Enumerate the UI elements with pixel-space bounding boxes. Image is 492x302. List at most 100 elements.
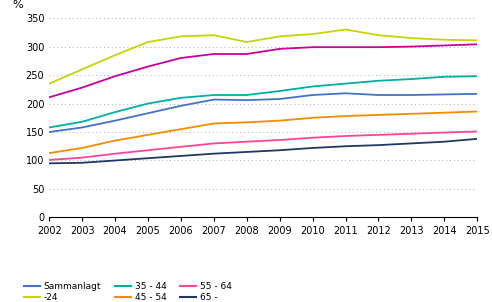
Sammanlagt	[211, 98, 217, 101]
65 -	[79, 161, 85, 165]
25 - 34	[79, 86, 85, 89]
35 - 44	[178, 96, 184, 100]
55 - 64	[211, 142, 217, 145]
-24	[112, 53, 118, 57]
Line: Sammanlagt: Sammanlagt	[49, 93, 477, 132]
65 -	[408, 142, 414, 145]
65 -	[309, 146, 315, 150]
65 -	[46, 162, 52, 165]
-24	[211, 34, 217, 37]
25 - 34	[178, 56, 184, 60]
25 - 34	[309, 45, 315, 49]
Line: 35 - 44: 35 - 44	[49, 76, 477, 127]
25 - 34	[474, 43, 480, 46]
35 - 44	[79, 120, 85, 124]
35 - 44	[309, 85, 315, 88]
-24	[408, 36, 414, 40]
55 - 64	[145, 148, 151, 152]
-24	[441, 38, 447, 42]
25 - 34	[375, 45, 381, 49]
35 - 44	[244, 93, 250, 97]
-24	[277, 34, 282, 38]
55 - 64	[474, 130, 480, 133]
65 -	[441, 140, 447, 143]
Sammanlagt	[342, 92, 348, 95]
65 -	[375, 143, 381, 147]
Legend: Sammanlagt, -24, 25 - 34, 35 - 44, 45 - 54, 55 - 64, 65 -: Sammanlagt, -24, 25 - 34, 35 - 44, 45 - …	[24, 282, 232, 302]
55 - 64	[79, 156, 85, 159]
Sammanlagt	[277, 97, 282, 101]
35 - 44	[145, 102, 151, 105]
35 - 44	[441, 75, 447, 79]
65 -	[112, 159, 118, 162]
65 -	[145, 156, 151, 160]
55 - 64	[375, 133, 381, 137]
Text: %: %	[13, 0, 24, 10]
Sammanlagt	[375, 93, 381, 97]
Sammanlagt	[309, 93, 315, 97]
Sammanlagt	[112, 119, 118, 122]
Line: 45 - 54: 45 - 54	[49, 111, 477, 153]
55 - 64	[244, 140, 250, 143]
45 - 54	[441, 111, 447, 114]
65 -	[474, 137, 480, 141]
25 - 34	[112, 74, 118, 78]
45 - 54	[277, 119, 282, 122]
65 -	[178, 154, 184, 158]
Sammanlagt	[441, 93, 447, 96]
Sammanlagt	[79, 126, 85, 129]
25 - 34	[145, 65, 151, 68]
25 - 34	[244, 52, 250, 56]
45 - 54	[211, 122, 217, 125]
35 - 44	[211, 93, 217, 97]
-24	[178, 34, 184, 38]
35 - 44	[408, 77, 414, 81]
45 - 54	[112, 139, 118, 142]
25 - 34	[211, 52, 217, 56]
Line: -24: -24	[49, 30, 477, 84]
45 - 54	[145, 133, 151, 137]
45 - 54	[244, 120, 250, 124]
Line: 65 -: 65 -	[49, 139, 477, 163]
25 - 34	[342, 45, 348, 49]
45 - 54	[474, 110, 480, 113]
45 - 54	[408, 112, 414, 116]
-24	[309, 32, 315, 36]
-24	[474, 39, 480, 42]
35 - 44	[375, 79, 381, 82]
25 - 34	[277, 47, 282, 51]
35 - 44	[277, 89, 282, 93]
65 -	[244, 150, 250, 154]
Sammanlagt	[474, 92, 480, 96]
Sammanlagt	[145, 111, 151, 115]
Line: 55 - 64: 55 - 64	[49, 131, 477, 160]
-24	[342, 28, 348, 31]
45 - 54	[46, 151, 52, 155]
35 - 44	[474, 74, 480, 78]
65 -	[277, 148, 282, 152]
45 - 54	[79, 146, 85, 150]
25 - 34	[408, 45, 414, 48]
45 - 54	[375, 113, 381, 117]
55 - 64	[112, 152, 118, 156]
-24	[244, 40, 250, 44]
45 - 54	[309, 116, 315, 120]
55 - 64	[277, 138, 282, 142]
35 - 44	[46, 126, 52, 129]
35 - 44	[342, 82, 348, 85]
Sammanlagt	[244, 98, 250, 102]
65 -	[211, 152, 217, 156]
45 - 54	[342, 114, 348, 118]
-24	[145, 40, 151, 44]
25 - 34	[441, 44, 447, 47]
25 - 34	[46, 95, 52, 99]
Sammanlagt	[408, 93, 414, 97]
35 - 44	[112, 110, 118, 114]
Sammanlagt	[178, 104, 184, 108]
-24	[46, 82, 52, 85]
Line: 25 - 34: 25 - 34	[49, 44, 477, 97]
55 - 64	[408, 132, 414, 136]
55 - 64	[309, 136, 315, 140]
-24	[375, 34, 381, 37]
65 -	[342, 144, 348, 148]
